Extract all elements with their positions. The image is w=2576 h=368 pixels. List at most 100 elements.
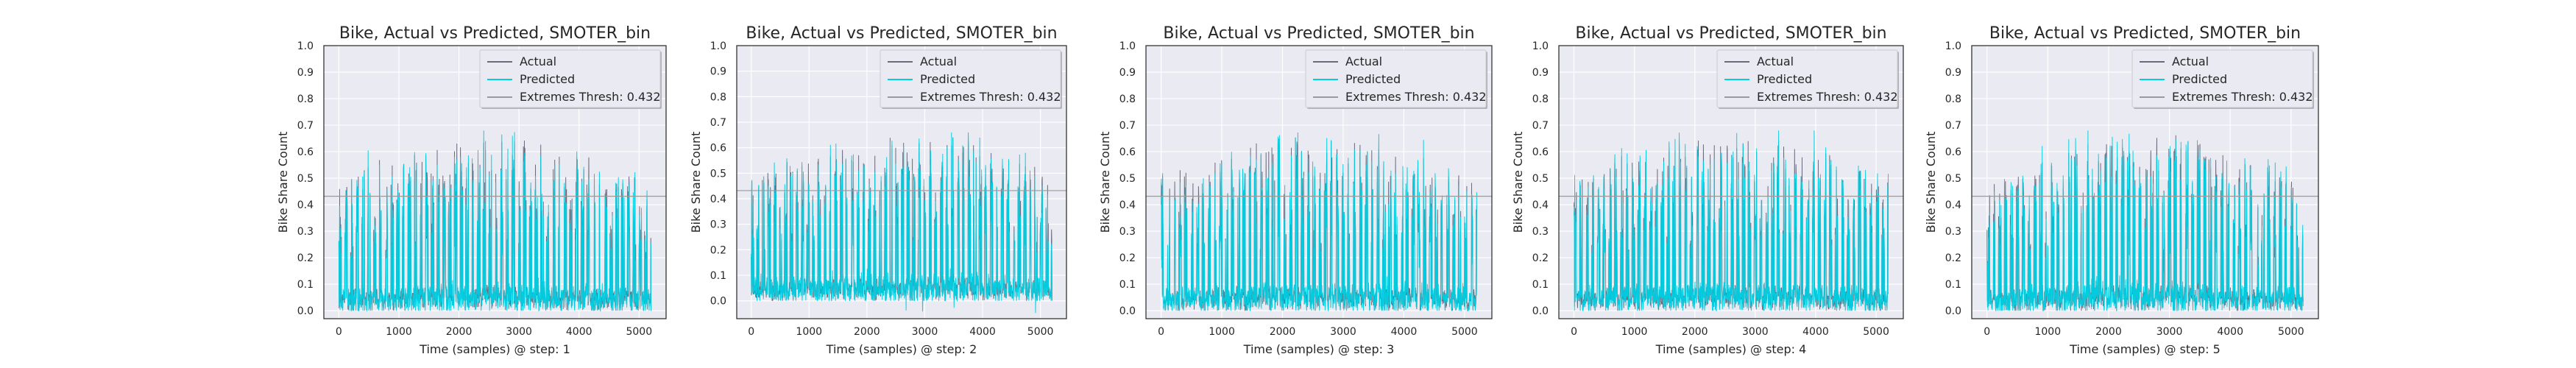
y-tick-label: 0.3: [297, 226, 314, 238]
y-tick-label: 0.6: [1119, 146, 1136, 158]
plot-frame: [323, 45, 667, 319]
y-tick-label: 0.5: [710, 168, 726, 180]
legend-entry-actual-label: Actual: [520, 54, 556, 68]
legend-entry-actual-label: Actual: [1757, 54, 1794, 68]
chart-title: Bike, Actual vs Predicted, SMOTER_bin: [1575, 24, 1886, 43]
x-tick-label: 1000: [386, 326, 412, 338]
y-tick-label: 0.1: [297, 279, 314, 291]
y-tick-label: 0.5: [1532, 173, 1549, 185]
y-tick-label: 0.7: [1119, 120, 1136, 132]
chart-panel-2: 0.0 0.1 0.2 0.3 0.4 0.5 0.6 0.7 0.8 0.9 1.0 0 1000 20…: [689, 24, 1067, 356]
chart-panel-4: 0.0 0.1 0.2 0.3 0.4 0.5 0.6 0.7 0.8 0.9 1.0 0 1000 20…: [1511, 24, 1904, 356]
legend-box: [2131, 49, 2313, 108]
y-tick-label: 0.7: [1945, 120, 1961, 132]
chart-title: Bike, Actual vs Predicted, SMOTER_bin: [1163, 24, 1474, 43]
x-tick-label: 4000: [2217, 326, 2243, 338]
plot-frame: [1145, 45, 1493, 319]
x-tick-label: 1000: [1621, 326, 1648, 338]
legend-entry-actual-label: Actual: [920, 54, 957, 68]
y-tick-label: 0.1: [1945, 279, 1961, 291]
y-tick-label: 0.5: [1945, 173, 1961, 185]
x-tick-label: 2000: [854, 326, 880, 338]
plot-frame: [736, 45, 1067, 319]
y-tick-label: 0.6: [710, 143, 726, 155]
y-tick-label: 0.4: [1119, 199, 1136, 211]
chart-title: Bike, Actual vs Predicted, SMOTER_bin: [746, 24, 1057, 43]
legend: Actual Predicted Extremes Thresh: 0.432: [1305, 49, 1487, 109]
legend-entry-predicted-label: Predicted: [2172, 72, 2227, 86]
y-tick-label: 0.7: [297, 120, 314, 132]
x-tick-label: 2000: [2095, 326, 2122, 338]
y-tick-label: 0.5: [297, 173, 314, 185]
y-tick-label: 1.0: [297, 40, 314, 52]
legend-entry-predicted-label: Predicted: [1757, 72, 1812, 86]
y-tick-label: 1.0: [1532, 40, 1549, 52]
y-tick-label: 0.8: [1532, 93, 1549, 105]
y-axis-label: Bike Share Count: [1924, 132, 1938, 233]
y-tick-label: 0.8: [710, 91, 726, 103]
y-axis-label: Bike Share Count: [1098, 132, 1112, 233]
y-tick-label: 0.3: [1532, 226, 1549, 238]
x-tick-label: 3000: [1742, 326, 1769, 338]
y-tick-label: 0.2: [297, 252, 314, 264]
series-predicted-line: [1161, 132, 1477, 312]
y-axis-label: Bike Share Count: [276, 132, 290, 233]
legend-entry-threshold-label: Extremes Thresh: 0.432: [520, 90, 661, 104]
y-tick-label: 0.8: [1945, 93, 1961, 105]
x-tick-label: 5000: [2278, 326, 2304, 338]
y-tick-label: 0.9: [1945, 67, 1961, 79]
y-axis-label: Bike Share Count: [689, 132, 703, 233]
y-tick-label: 0.9: [1119, 67, 1136, 79]
y-tick-label: 0.9: [710, 66, 726, 78]
x-axis-label: Time (samples) @ step: 4: [1655, 342, 1807, 356]
chart-title: Bike, Actual vs Predicted, SMOTER_bin: [339, 24, 651, 43]
y-tick-label: 0.1: [1532, 279, 1549, 291]
x-tick-label: 0: [1571, 326, 1577, 338]
y-tick-label: 0.3: [710, 219, 726, 231]
x-axis-label: Time (samples) @ step: 1: [419, 342, 570, 356]
legend-box: [1305, 49, 1487, 108]
y-axis-label: Bike Share Count: [1511, 132, 1525, 233]
legend-box: [479, 49, 661, 108]
y-tick-label: 0.4: [297, 199, 314, 211]
x-tick-label: 5000: [626, 326, 652, 338]
x-tick-label: 4000: [1802, 326, 1829, 338]
legend-entry-threshold-label: Extremes Thresh: 0.432: [2172, 90, 2313, 104]
y-tick-label: 0.6: [1532, 146, 1549, 158]
x-axis-label: Time (samples) @ step: 5: [2069, 342, 2221, 356]
y-tick-label: 0.8: [1119, 93, 1136, 105]
x-tick-label: 0: [748, 326, 754, 338]
x-tick-label: 3000: [1330, 326, 1356, 338]
legend-box: [1716, 49, 1898, 108]
y-tick-label: 0.3: [1119, 226, 1136, 238]
y-tick-label: 0.4: [710, 194, 726, 205]
y-tick-label: 0.1: [710, 270, 726, 282]
y-tick-label: 0.2: [1945, 252, 1961, 264]
plot-frame: [1558, 45, 1904, 319]
y-tick-label: 0.0: [1945, 305, 1961, 317]
series-predicted-line: [338, 130, 652, 313]
x-tick-label: 4000: [969, 326, 996, 338]
y-tick-label: 0.2: [1119, 252, 1136, 264]
y-tick-label: 1.0: [1945, 40, 1961, 52]
y-tick-label: 0.6: [1945, 146, 1961, 158]
y-tick-label: 0.0: [297, 305, 314, 317]
y-tick-label: 1.0: [710, 40, 726, 52]
x-tick-label: 3000: [506, 326, 532, 338]
legend-entry-predicted-label: Predicted: [1345, 72, 1401, 86]
legend: Actual Predicted Extremes Thresh: 0.432: [479, 49, 662, 109]
x-tick-label: 1000: [1209, 326, 1235, 338]
plot-frame: [1971, 45, 2319, 319]
series-predicted-line: [751, 132, 1052, 314]
legend-entry-predicted-label: Predicted: [920, 72, 975, 86]
x-tick-label: 5000: [1027, 326, 1054, 338]
series-predicted-line: [1986, 130, 2304, 311]
legend-entry-actual-label: Actual: [1345, 54, 1382, 68]
y-tick-label: 0.0: [710, 296, 726, 308]
legend-entry-threshold-label: Extremes Thresh: 0.432: [920, 90, 1061, 104]
y-tick-label: 0.0: [1532, 305, 1549, 317]
x-tick-label: 3000: [912, 326, 938, 338]
legend: Actual Predicted Extremes Thresh: 0.432: [1716, 49, 1899, 109]
x-axis-label: Time (samples) @ step: 3: [1243, 342, 1395, 356]
